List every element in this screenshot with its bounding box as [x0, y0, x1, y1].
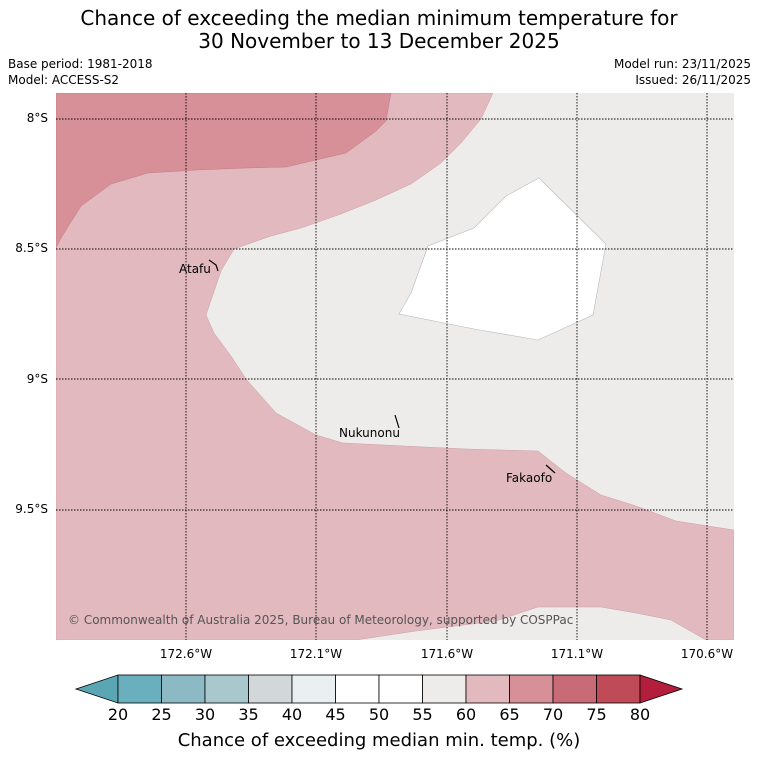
lon-label-171-6w: 171.6°W — [420, 647, 474, 661]
lon-label-172-6w: 172.6°W — [159, 647, 213, 661]
issued-date: Issued: 26/11/2025 — [635, 73, 751, 87]
colorbar-cell — [161, 674, 206, 704]
colorbar-tick-label: 75 — [586, 705, 607, 724]
region-65-70 — [56, 93, 392, 249]
graticule — [56, 93, 734, 640]
colorbar-tick-label: 20 — [107, 705, 129, 724]
colorbar-tick-label: 25 — [151, 705, 172, 724]
colorbar-cell — [248, 674, 293, 704]
place-label-atafu: Atafu — [179, 262, 211, 276]
lat-label-9s: 9°S — [26, 372, 48, 386]
colorbar-tick-label: 80 — [629, 705, 651, 724]
chart-title-line1: Chance of exceeding the median minimum t… — [80, 6, 678, 30]
colorbar-cell — [422, 674, 467, 704]
lon-label-170-6w: 170.6°W — [680, 647, 734, 661]
colorbar-cell — [335, 674, 380, 704]
colorbar-tick-label: 45 — [325, 705, 346, 724]
atoll-fakaofo — [545, 464, 556, 474]
map-panel: Atafu Nukunonu Fakaofo © Commonwealth of… — [56, 93, 734, 640]
colorbar-tick-label: 60 — [455, 705, 477, 724]
colorbar-cell — [596, 674, 641, 704]
colorbar-cell — [465, 674, 510, 704]
lon-label-172-1w: 172.1°W — [289, 647, 343, 661]
colorbar-extend-low — [74, 674, 119, 704]
colorbar-tick-label: 50 — [368, 705, 390, 724]
copyright-credit: © Commonwealth of Australia 2025, Bureau… — [68, 613, 574, 627]
model-name: Model: ACCESS-S2 — [8, 73, 120, 87]
region-below-55 — [398, 177, 607, 341]
colorbar-tick-label: 55 — [412, 705, 433, 724]
atoll-atafu — [208, 259, 219, 272]
colorbar — [74, 674, 684, 704]
chart-title-line2: 30 November to 13 December 2025 — [198, 29, 560, 53]
colorbar-title: Chance of exceeding median min. temp. (%… — [177, 730, 581, 751]
colorbar-extend-high — [639, 674, 684, 704]
colorbar-tick-label: 70 — [542, 705, 564, 724]
colorbar-tick-label: 30 — [194, 705, 216, 724]
colorbar-tick-label: 65 — [499, 705, 520, 724]
base-period: Base period: 1981-2018 — [8, 57, 153, 71]
colorbar-cell — [117, 674, 162, 704]
colorbar-cell — [552, 674, 597, 704]
map-canvas — [56, 93, 734, 640]
colorbar-cell — [509, 674, 554, 704]
region-60-65 — [56, 93, 734, 640]
colorbar-cell — [378, 674, 423, 704]
place-label-nukunonu: Nukunonu — [339, 426, 400, 440]
model-run: Model run: 23/11/2025 — [613, 57, 751, 71]
atoll-nukunonu — [394, 414, 400, 429]
colorbar-tick-label: 35 — [238, 705, 259, 724]
colorbar-cells — [74, 674, 684, 704]
lat-label-9-5s: 9.5°S — [15, 502, 48, 516]
lon-label-171-1w: 171.1°W — [550, 647, 604, 661]
colorbar-cell — [291, 674, 336, 704]
place-label-fakaofo: Fakaofo — [506, 471, 553, 485]
lat-label-8-5s: 8.5°S — [15, 241, 48, 255]
colorbar-tick-label: 40 — [281, 705, 303, 724]
lat-label-8s: 8°S — [26, 111, 48, 125]
colorbar-cell — [204, 674, 249, 704]
